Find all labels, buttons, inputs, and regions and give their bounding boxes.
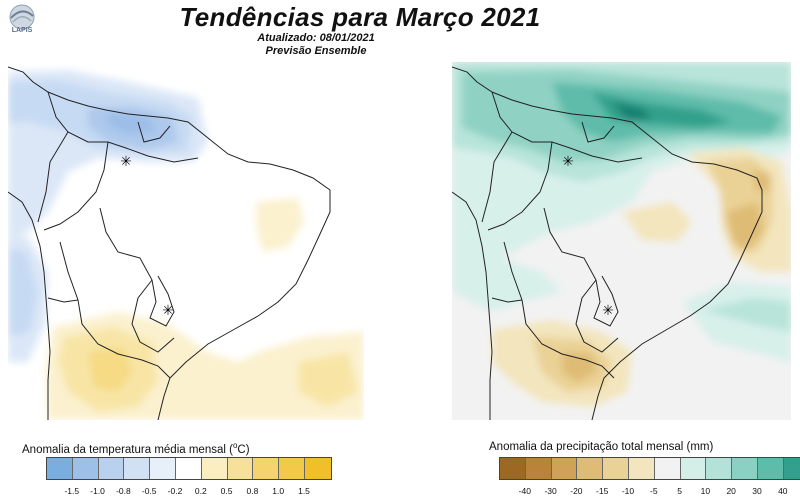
temperature-swatch — [304, 458, 331, 479]
temperature-tick-label: -0.5 — [141, 486, 157, 496]
precipitation-legend-title: Anomalia da precipitação total mensal (m… — [489, 441, 714, 453]
sao-paulo-city-marker: ✳ — [162, 303, 174, 319]
precipitation-swatch — [500, 458, 526, 479]
precipitation-anomaly-map: ✳ ✳ — [451, 62, 791, 421]
lapis-logo: LAPIS — [6, 4, 38, 34]
precipitation-swatch — [706, 458, 733, 479]
forecast-method: Previsão Ensemble — [265, 45, 367, 57]
temperature-swatch — [175, 458, 202, 479]
precipitation-colorbar — [499, 457, 800, 480]
precipitation-tick-label: 10 — [700, 486, 711, 496]
precipitation-tick-label: -15 — [596, 486, 609, 496]
precipitation-swatch — [525, 458, 552, 479]
temperature-swatch — [227, 458, 254, 479]
temperature-tick-label: 1.0 — [272, 486, 285, 496]
precipitation-tick-label: -40 — [518, 486, 531, 496]
manaus-city-marker: ✳ — [562, 154, 574, 170]
precipitation-swatch — [757, 458, 784, 479]
precipitation-swatch — [654, 458, 681, 479]
temperature-tick-label: -0.8 — [116, 486, 131, 496]
temperature-tick-label: -1.5 — [64, 486, 80, 496]
precipitation-anomaly-field — [452, 62, 791, 407]
temperature-swatch — [150, 458, 176, 479]
temperature-swatch — [72, 458, 99, 479]
country-borders — [451, 66, 763, 421]
sao-paulo-city-marker: ✳ — [602, 303, 614, 319]
page-title: Tendências para Março 2021 — [179, 2, 541, 32]
temperature-swatch — [124, 458, 151, 479]
temperature-swatch — [201, 458, 228, 479]
precipitation-swatch — [628, 458, 655, 479]
updated-date: Atualizado: 08/01/2021 — [257, 32, 375, 44]
temperature-swatch — [47, 458, 73, 479]
temperature-swatch — [279, 458, 305, 479]
temperature-tick-label: 1.5 — [298, 486, 310, 496]
temperature-tick-label: 0.8 — [246, 486, 259, 496]
precipitation-swatch — [732, 458, 758, 479]
temperature-legend-title: Anomalia da temperatura média mensal (oC… — [22, 441, 250, 456]
precipitation-tick-label: 20 — [726, 486, 736, 496]
precipitation-tick-label: 30 — [752, 486, 762, 496]
temperature-tick-label: 0.5 — [220, 486, 233, 496]
precipitation-swatch — [603, 458, 629, 479]
precipitation-swatch — [577, 458, 604, 479]
precipitation-tick-label: 5 — [677, 486, 682, 496]
temperature-swatch — [98, 458, 125, 479]
temperature-anomaly-map: ✳ ✳ — [7, 62, 364, 421]
temperature-swatch — [253, 458, 280, 479]
precipitation-tick-label: -5 — [650, 486, 658, 496]
temperature-tick-label: -0.2 — [167, 486, 183, 496]
precipitation-swatch — [783, 458, 800, 479]
country-borders — [7, 66, 331, 421]
precipitation-tick-label: -30 — [544, 486, 557, 496]
precipitation-tick-label: -10 — [621, 486, 635, 496]
precipitation-tick-label: -20 — [570, 486, 583, 496]
logo-text: LAPIS — [12, 27, 33, 34]
temperature-tick-label: -1.0 — [90, 486, 105, 496]
temperature-colorbar — [46, 457, 332, 480]
manaus-city-marker: ✳ — [120, 154, 132, 170]
precipitation-swatch — [551, 458, 578, 479]
precipitation-swatch — [680, 458, 707, 479]
precipitation-tick-label: 40 — [778, 486, 788, 496]
temperature-anomaly-field — [8, 70, 364, 420]
temperature-tick-label: 0.2 — [194, 486, 207, 496]
